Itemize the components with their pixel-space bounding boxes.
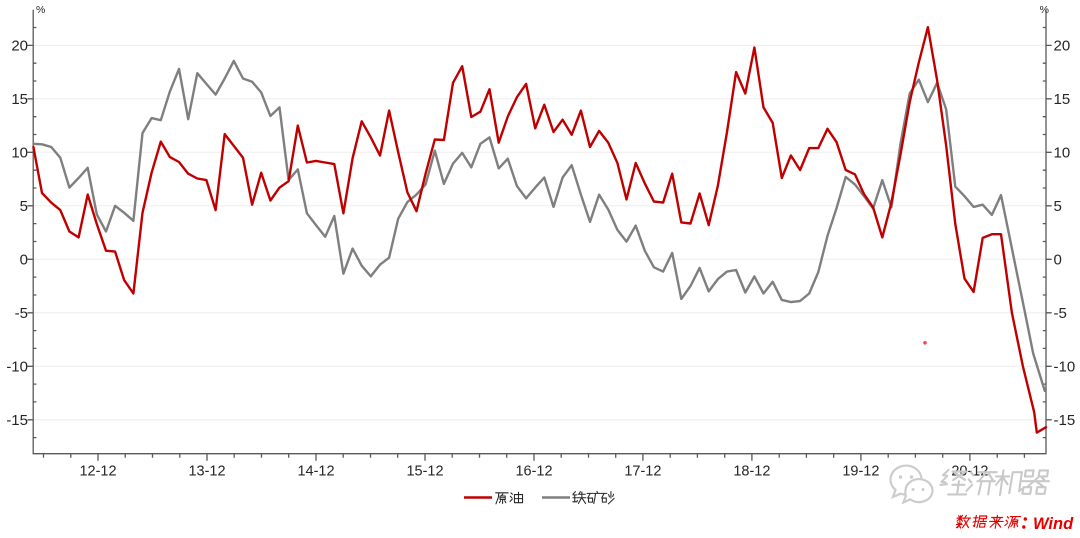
svg-text:14-12: 14-12 [297,464,334,480]
svg-text:19-12: 19-12 [842,464,879,480]
svg-text:-10: -10 [6,359,28,376]
svg-text:10: 10 [1054,145,1071,162]
svg-text:%: % [36,4,45,16]
svg-text:-15: -15 [1054,412,1076,429]
svg-text:-5: -5 [1054,305,1067,322]
svg-text:18-12: 18-12 [733,464,770,480]
svg-text:13-12: 13-12 [188,464,225,480]
svg-text:5: 5 [1054,198,1062,215]
svg-text:-15: -15 [6,412,28,429]
svg-text:0: 0 [1054,252,1062,269]
svg-text:17-12: 17-12 [624,464,661,480]
svg-text:16-12: 16-12 [515,464,552,480]
svg-text:20: 20 [11,38,28,55]
svg-text:10: 10 [11,145,28,162]
svg-text:%: % [1040,4,1049,16]
svg-text:5: 5 [20,198,28,215]
svg-text:15: 15 [11,91,28,108]
svg-text:20: 20 [1054,38,1071,55]
svg-text:15-12: 15-12 [406,464,443,480]
svg-text:-10: -10 [1054,359,1076,376]
svg-text:0: 0 [20,252,28,269]
svg-text:Wind: Wind [1033,515,1074,533]
svg-text:12-12: 12-12 [79,464,116,480]
svg-text:-5: -5 [15,305,28,322]
svg-text:15: 15 [1054,91,1071,108]
